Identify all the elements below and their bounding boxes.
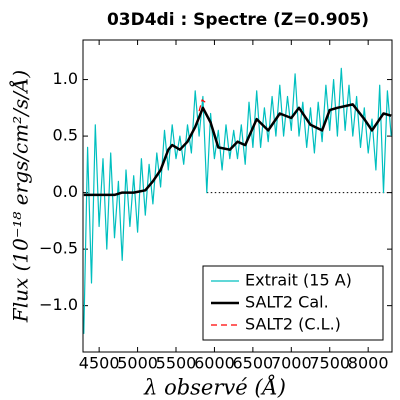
chart-title: 03D4di : Spectre (Z=0.905) <box>107 10 369 30</box>
y-tick-label: 0.5 <box>53 126 78 145</box>
legend-label: SALT2 (C.L.) <box>245 315 341 334</box>
y-tick-label: 0.0 <box>53 182 78 201</box>
x-tick-label: 5500 <box>156 354 197 373</box>
y-axis-label: Flux (10⁻¹⁸ ergs/cm²/s/Å) <box>8 70 33 323</box>
data-line <box>83 103 392 197</box>
y-tick-label: 1.0 <box>53 69 78 88</box>
data-line <box>83 67 392 334</box>
x-tick-label: 6500 <box>233 354 274 373</box>
legend-label: Extrait (15 A) <box>245 271 352 290</box>
x-tick-label: 5000 <box>117 354 158 373</box>
x-tick-label: 7000 <box>271 354 312 373</box>
x-tick-label: 7500 <box>309 354 350 373</box>
data-line <box>198 99 206 112</box>
y-tick-label: −1.0 <box>39 295 78 314</box>
x-tick-label: 6000 <box>194 354 235 373</box>
x-tick-label: 8000 <box>348 354 389 373</box>
x-tick-label: 4500 <box>79 354 120 373</box>
y-tick-label: −0.5 <box>39 239 78 258</box>
plot-frame <box>82 39 393 353</box>
x-axis-label: λ observé (Å) <box>143 375 286 400</box>
legend-label: SALT2 Cal. <box>245 293 329 312</box>
